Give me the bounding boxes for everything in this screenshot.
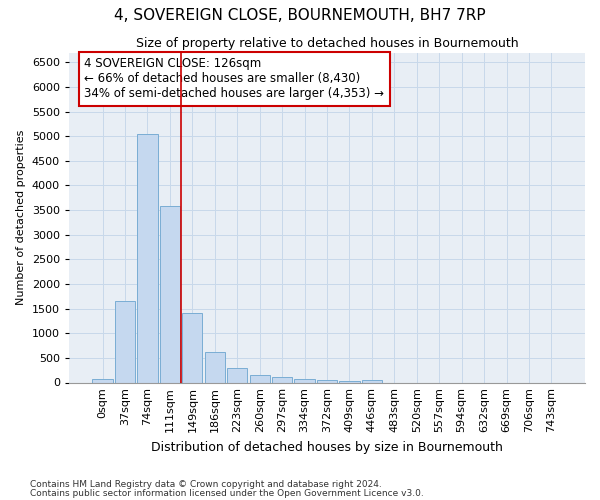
Text: Contains HM Land Registry data © Crown copyright and database right 2024.: Contains HM Land Registry data © Crown c… (30, 480, 382, 489)
Text: 4 SOVEREIGN CLOSE: 126sqm
← 66% of detached houses are smaller (8,430)
34% of se: 4 SOVEREIGN CLOSE: 126sqm ← 66% of detac… (85, 58, 385, 100)
X-axis label: Distribution of detached houses by size in Bournemouth: Distribution of detached houses by size … (151, 441, 503, 454)
Bar (317, 380, 337, 382)
Bar (137, 134, 158, 382)
Bar (182, 312, 202, 382)
Y-axis label: Number of detached properties: Number of detached properties (16, 130, 26, 305)
Bar (295, 379, 314, 382)
Bar (250, 376, 270, 382)
Bar (160, 206, 180, 382)
Text: Contains public sector information licensed under the Open Government Licence v3: Contains public sector information licen… (30, 488, 424, 498)
Bar (115, 301, 135, 382)
Bar (227, 368, 247, 382)
Bar (205, 352, 225, 382)
Bar (340, 380, 359, 382)
Bar (362, 380, 382, 382)
Title: Size of property relative to detached houses in Bournemouth: Size of property relative to detached ho… (136, 37, 518, 50)
Bar (272, 377, 292, 382)
Bar (92, 379, 113, 382)
Text: 4, SOVEREIGN CLOSE, BOURNEMOUTH, BH7 7RP: 4, SOVEREIGN CLOSE, BOURNEMOUTH, BH7 7RP (114, 8, 486, 22)
